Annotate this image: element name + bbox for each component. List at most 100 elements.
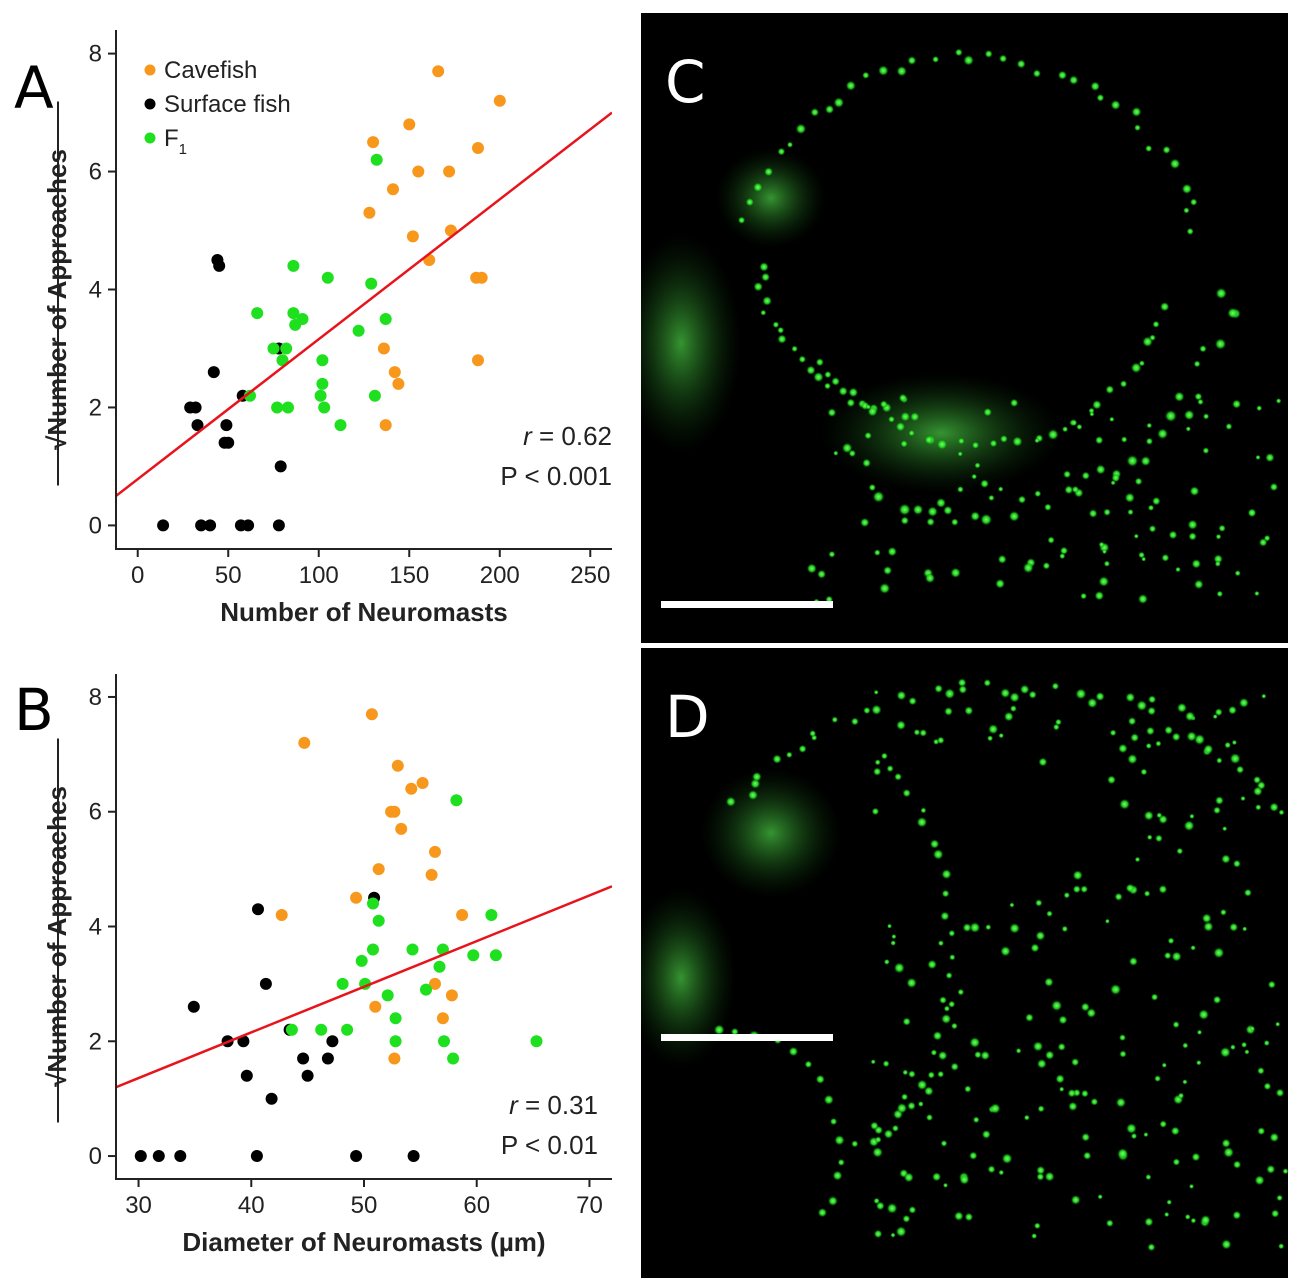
panel-letter-b: B xyxy=(14,676,54,744)
data-point xyxy=(174,1150,187,1162)
p-value-label: P < 0.001 xyxy=(500,461,612,491)
x-tick-label: 60 xyxy=(463,1192,490,1219)
data-point xyxy=(240,1069,253,1082)
data-point xyxy=(287,307,300,320)
y-tick-label: 0 xyxy=(89,512,102,539)
data-point xyxy=(301,1069,314,1082)
legend-marker xyxy=(144,64,156,76)
y-tick-label: 4 xyxy=(89,277,102,304)
data-point xyxy=(276,354,289,367)
data-point xyxy=(350,891,363,904)
x-tick-label: 0 xyxy=(131,562,144,589)
data-point xyxy=(369,1000,382,1013)
data-point xyxy=(456,909,469,921)
series-cavefish xyxy=(275,708,469,1065)
data-point xyxy=(387,183,399,196)
data-point xyxy=(195,519,208,532)
data-point xyxy=(407,1150,420,1162)
data-point xyxy=(321,271,334,284)
data-point xyxy=(377,342,390,355)
regression-line xyxy=(116,111,612,497)
micrograph-c-image xyxy=(641,48,1282,605)
data-point xyxy=(365,708,378,721)
data-point xyxy=(363,206,376,219)
stats-b: r = 0.31 P < 0.01 xyxy=(501,1090,598,1160)
data-point xyxy=(213,259,226,272)
scatter-plot-a: A 0 2 4 6 8 0 50 100 150 200 250 Number of Neuromas… xyxy=(0,0,640,640)
x-tick-label: 30 xyxy=(125,1192,152,1219)
data-point xyxy=(368,389,381,402)
data-point xyxy=(388,1052,401,1065)
data-point xyxy=(367,136,380,149)
y-tick-label: 2 xyxy=(89,1028,102,1055)
axes-a: 0 2 4 6 8 0 50 100 150 200 250 Number of Neuromasts… xyxy=(42,30,612,627)
data-point xyxy=(252,903,264,916)
data-point xyxy=(272,519,285,532)
data-point xyxy=(429,845,441,858)
data-point xyxy=(244,389,256,402)
data-point xyxy=(350,1150,363,1162)
micrograph-c: C xyxy=(641,13,1288,643)
data-point xyxy=(352,324,365,337)
data-point xyxy=(493,94,506,107)
data-point xyxy=(267,342,280,355)
data-point xyxy=(438,1035,450,1048)
data-point xyxy=(530,1035,543,1048)
y-tick-label: 2 xyxy=(89,394,102,421)
micrograph-d-image xyxy=(641,678,1288,1252)
regression-line xyxy=(116,885,612,1089)
y-tick-label: 0 xyxy=(89,1143,102,1170)
series-surface-fish xyxy=(134,891,420,1162)
data-point xyxy=(355,954,368,967)
data-point xyxy=(372,914,385,927)
x-axis-title: Number of Neuromasts xyxy=(220,597,508,627)
x-tick-label: 250 xyxy=(570,562,610,589)
scatter-plot-b: B 0 2 4 6 8 30 40 50 60 70 Diameter of Neuromasts … xyxy=(0,642,640,1286)
legend-label: Cavefish xyxy=(164,57,257,84)
data-point xyxy=(316,377,329,390)
legend-marker xyxy=(144,98,156,110)
correlation-label: r = 0.62 xyxy=(523,421,612,451)
data-point xyxy=(187,1000,200,1013)
data-point xyxy=(259,977,272,990)
data-point xyxy=(367,943,379,956)
data-point xyxy=(315,1023,328,1036)
scatter-marks-b xyxy=(116,708,612,1162)
data-point xyxy=(389,1035,402,1048)
data-point xyxy=(296,313,309,325)
data-point xyxy=(297,1052,310,1065)
data-point xyxy=(412,165,425,178)
series-f1 xyxy=(244,153,392,432)
data-point xyxy=(222,436,235,449)
data-point xyxy=(485,909,498,921)
series-surface-fish xyxy=(157,254,287,532)
scale-bar-d xyxy=(661,1034,833,1041)
x-tick-label: 200 xyxy=(480,562,520,589)
data-point xyxy=(191,419,204,432)
stats-a: r = 0.62 P < 0.001 xyxy=(500,421,612,491)
legend-label: Surface fish xyxy=(164,91,291,118)
scatter-plot-a-svg: A 0 2 4 6 8 0 50 100 150 200 250 Number of Neuromas… xyxy=(14,30,612,627)
data-point xyxy=(416,777,429,789)
data-point xyxy=(443,165,456,178)
x-tick-label: 50 xyxy=(215,562,242,589)
data-point xyxy=(392,377,405,390)
data-point xyxy=(391,759,404,772)
data-point xyxy=(429,977,441,990)
data-point xyxy=(251,307,264,320)
data-point xyxy=(250,1150,263,1162)
data-point xyxy=(189,401,202,414)
data-point xyxy=(433,960,446,973)
data-point xyxy=(314,389,327,402)
data-point xyxy=(450,794,463,807)
data-point xyxy=(475,271,488,284)
legend-a: Cavefish Surface fish F1 xyxy=(144,57,291,158)
series-cavefish xyxy=(363,65,506,432)
data-point xyxy=(271,401,284,414)
y-tick-label: 4 xyxy=(89,914,102,941)
data-point xyxy=(282,401,294,414)
data-point xyxy=(406,230,419,243)
scatter-marks-a xyxy=(116,65,612,532)
data-point xyxy=(237,1035,250,1048)
x-tick-label: 150 xyxy=(389,562,429,589)
